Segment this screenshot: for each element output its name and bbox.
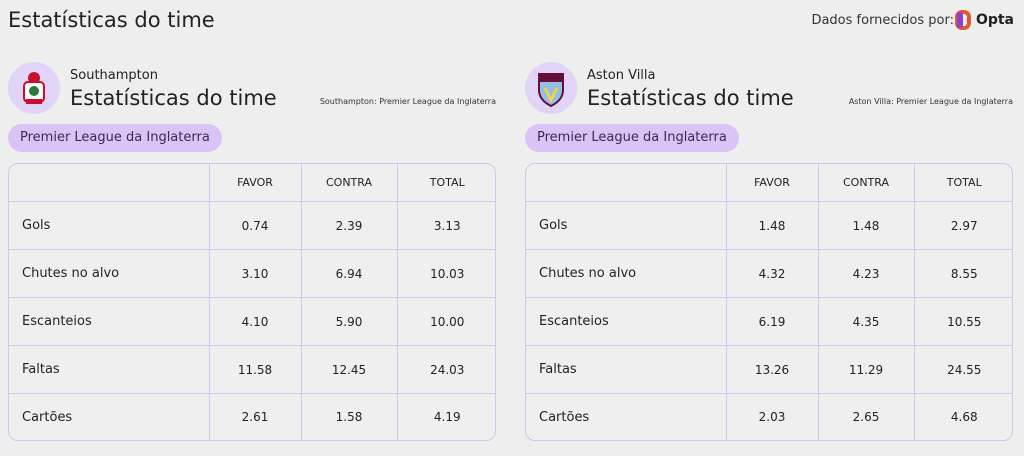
stat-value: 8.55: [913, 249, 1012, 298]
stat-row: Faltas 11.58 12.45 24.03: [9, 345, 495, 394]
stat-value: 4.10: [208, 297, 301, 346]
header-row: FAVOR CONTRA TOTAL: [9, 164, 495, 202]
stat-value: 11.29: [817, 345, 914, 394]
stat-row: Gols 1.48 1.48 2.97: [526, 201, 1012, 250]
team-title: Estatísticas do time: [70, 86, 277, 110]
stat-value: 1.48: [725, 201, 818, 250]
stat-value: 1.48: [817, 201, 914, 250]
team-panel: Aston Villa Estatísticas do time Aston Vil…: [525, 62, 1013, 442]
stat-value: 24.03: [396, 345, 495, 394]
brand-name: Opta: [975, 12, 1014, 28]
header-row: FAVOR CONTRA TOTAL: [526, 164, 1012, 202]
stat-value: 11.58: [208, 345, 301, 394]
row-label: Escanteios: [526, 297, 726, 346]
stat-value: 2.65: [817, 393, 914, 440]
header-cell: [526, 164, 726, 202]
column-header: CONTRA: [817, 164, 914, 202]
stat-value: 6.94: [300, 249, 397, 298]
team-panel: Southampton Estatísticas do time Southampt…: [8, 62, 496, 442]
row-label: Escanteios: [9, 297, 209, 346]
header-cell: [9, 164, 209, 202]
team-logo: [525, 62, 577, 114]
stat-value: 10.00: [396, 297, 495, 346]
stat-row: Escanteios 4.10 5.90 10.00: [9, 297, 495, 346]
column-header: CONTRA: [300, 164, 397, 202]
stat-value: 10.03: [396, 249, 495, 298]
stat-row: Faltas 13.26 11.29 24.55: [526, 345, 1012, 394]
column-header: TOTAL: [913, 164, 1012, 202]
team-logo: [8, 62, 60, 114]
row-label: Cartões: [22, 409, 73, 425]
stat-row: Chutes no alvo 3.10 6.94 10.03: [9, 249, 495, 298]
stat-value: 1.58: [300, 393, 397, 440]
column-header: TOTAL: [396, 164, 495, 202]
team-subtitle: Southampton: Premier League da Inglaterr…: [319, 97, 496, 106]
row-label: Faltas: [526, 345, 726, 394]
stat-value: 2.61: [208, 393, 301, 440]
team-name: Southampton: [70, 68, 158, 83]
stat-row: Cartões 2.61 1.58 4.19: [9, 393, 495, 440]
stat-value: 2.39: [300, 201, 397, 250]
stat-value: 4.35: [817, 297, 914, 346]
brand[interactable]: Opta: [954, 10, 1014, 30]
stat-value: 24.55: [913, 345, 1012, 394]
team-title: Estatísticas do time: [587, 86, 794, 110]
stat-row: Gols 0.74 2.39 3.13: [9, 201, 495, 250]
brand-icon: [954, 10, 971, 30]
stats-table: FAVOR CONTRA TOTAL Gols 1.48 1.48 2.97 Chutes n…: [525, 163, 1013, 441]
stat-value: 10.55: [913, 297, 1012, 346]
row-label: Cartões: [539, 409, 590, 425]
stat-value: 13.26: [725, 345, 818, 394]
row-label: Faltas: [9, 345, 209, 394]
page-title: Estatísticas do time: [8, 8, 215, 32]
stat-row: Chutes no alvo 4.32 4.23 8.55: [526, 249, 1012, 298]
stat-value: 3.13: [396, 201, 495, 250]
row-label: Chutes no alvo: [526, 249, 726, 298]
team-subtitle: Aston Villa: Premier League da Inglaterr…: [848, 97, 1013, 106]
provider-label: Dados fornecidos por:: [811, 13, 954, 28]
stat-value: 6.19: [725, 297, 818, 346]
table: FAVOR CONTRA TOTAL Gols 1.48 1.48 2.97 Chutes n…: [526, 164, 1012, 440]
league-chip[interactable]: Premier League da Inglaterra: [8, 124, 222, 152]
stat-value: 0.74: [208, 201, 301, 250]
table: FAVOR CONTRA TOTAL Gols 0.74 2.39 3.13 Chutes n…: [9, 164, 495, 440]
column-header: FAVOR: [208, 164, 301, 202]
stat-row: Escanteios 6.19 4.35 10.55: [526, 297, 1012, 346]
stat-row: Cartões 2.03 2.65 4.68: [526, 393, 1012, 440]
stat-value: 3.10: [208, 249, 301, 298]
stat-value: 2.03: [725, 393, 818, 440]
stat-value: 12.45: [300, 345, 397, 394]
league-chip[interactable]: Premier League da Inglaterra: [525, 124, 739, 152]
stat-value: 4.68: [913, 393, 1012, 440]
team-name: Aston Villa: [587, 68, 656, 83]
column-header: FAVOR: [725, 164, 818, 202]
row-label: Gols: [526, 201, 726, 250]
stat-value: 4.23: [817, 249, 914, 298]
stat-value: 5.90: [300, 297, 397, 346]
stat-value: 2.97: [913, 201, 1012, 250]
stat-value: 4.19: [396, 393, 495, 440]
stat-value: 4.32: [725, 249, 818, 298]
row-label: Gols: [9, 201, 209, 250]
row-label: Chutes no alvo: [9, 249, 209, 298]
stats-table: FAVOR CONTRA TOTAL Gols 0.74 2.39 3.13 Chutes n…: [8, 163, 496, 441]
